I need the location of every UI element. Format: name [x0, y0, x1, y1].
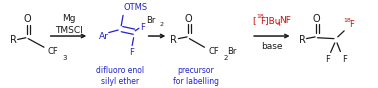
- Text: R: R: [299, 35, 305, 45]
- Text: silyl ether: silyl ether: [101, 77, 139, 86]
- Text: CF: CF: [209, 47, 220, 56]
- Text: O: O: [23, 14, 31, 24]
- Text: Br: Br: [227, 47, 236, 56]
- Text: Ar: Ar: [99, 32, 109, 41]
- Text: 2: 2: [223, 55, 228, 61]
- Text: 18: 18: [343, 18, 351, 23]
- Text: base: base: [261, 42, 283, 51]
- Text: TMSCl: TMSCl: [54, 26, 82, 35]
- Text: Mg: Mg: [62, 14, 75, 23]
- Text: F: F: [342, 55, 347, 64]
- Text: for labelling: for labelling: [173, 77, 219, 86]
- Text: R: R: [170, 35, 177, 45]
- Text: R: R: [11, 35, 17, 45]
- Text: 3: 3: [63, 55, 67, 61]
- Text: difluoro enol: difluoro enol: [96, 66, 144, 75]
- Text: OTMS: OTMS: [124, 3, 148, 12]
- Text: F]Bu: F]Bu: [260, 16, 281, 25]
- Text: 4: 4: [277, 22, 281, 27]
- Text: [: [: [252, 16, 256, 25]
- Text: F: F: [140, 23, 145, 32]
- Text: O: O: [313, 14, 320, 24]
- Text: Br: Br: [146, 16, 155, 25]
- Text: F: F: [325, 55, 330, 64]
- Text: 2: 2: [159, 22, 163, 27]
- Text: F: F: [349, 20, 354, 29]
- Text: 18: 18: [256, 14, 264, 19]
- Text: NF: NF: [279, 16, 291, 25]
- Text: F: F: [129, 48, 134, 57]
- Text: precursor: precursor: [177, 66, 214, 75]
- Text: CF: CF: [48, 47, 59, 56]
- Text: O: O: [184, 14, 192, 24]
